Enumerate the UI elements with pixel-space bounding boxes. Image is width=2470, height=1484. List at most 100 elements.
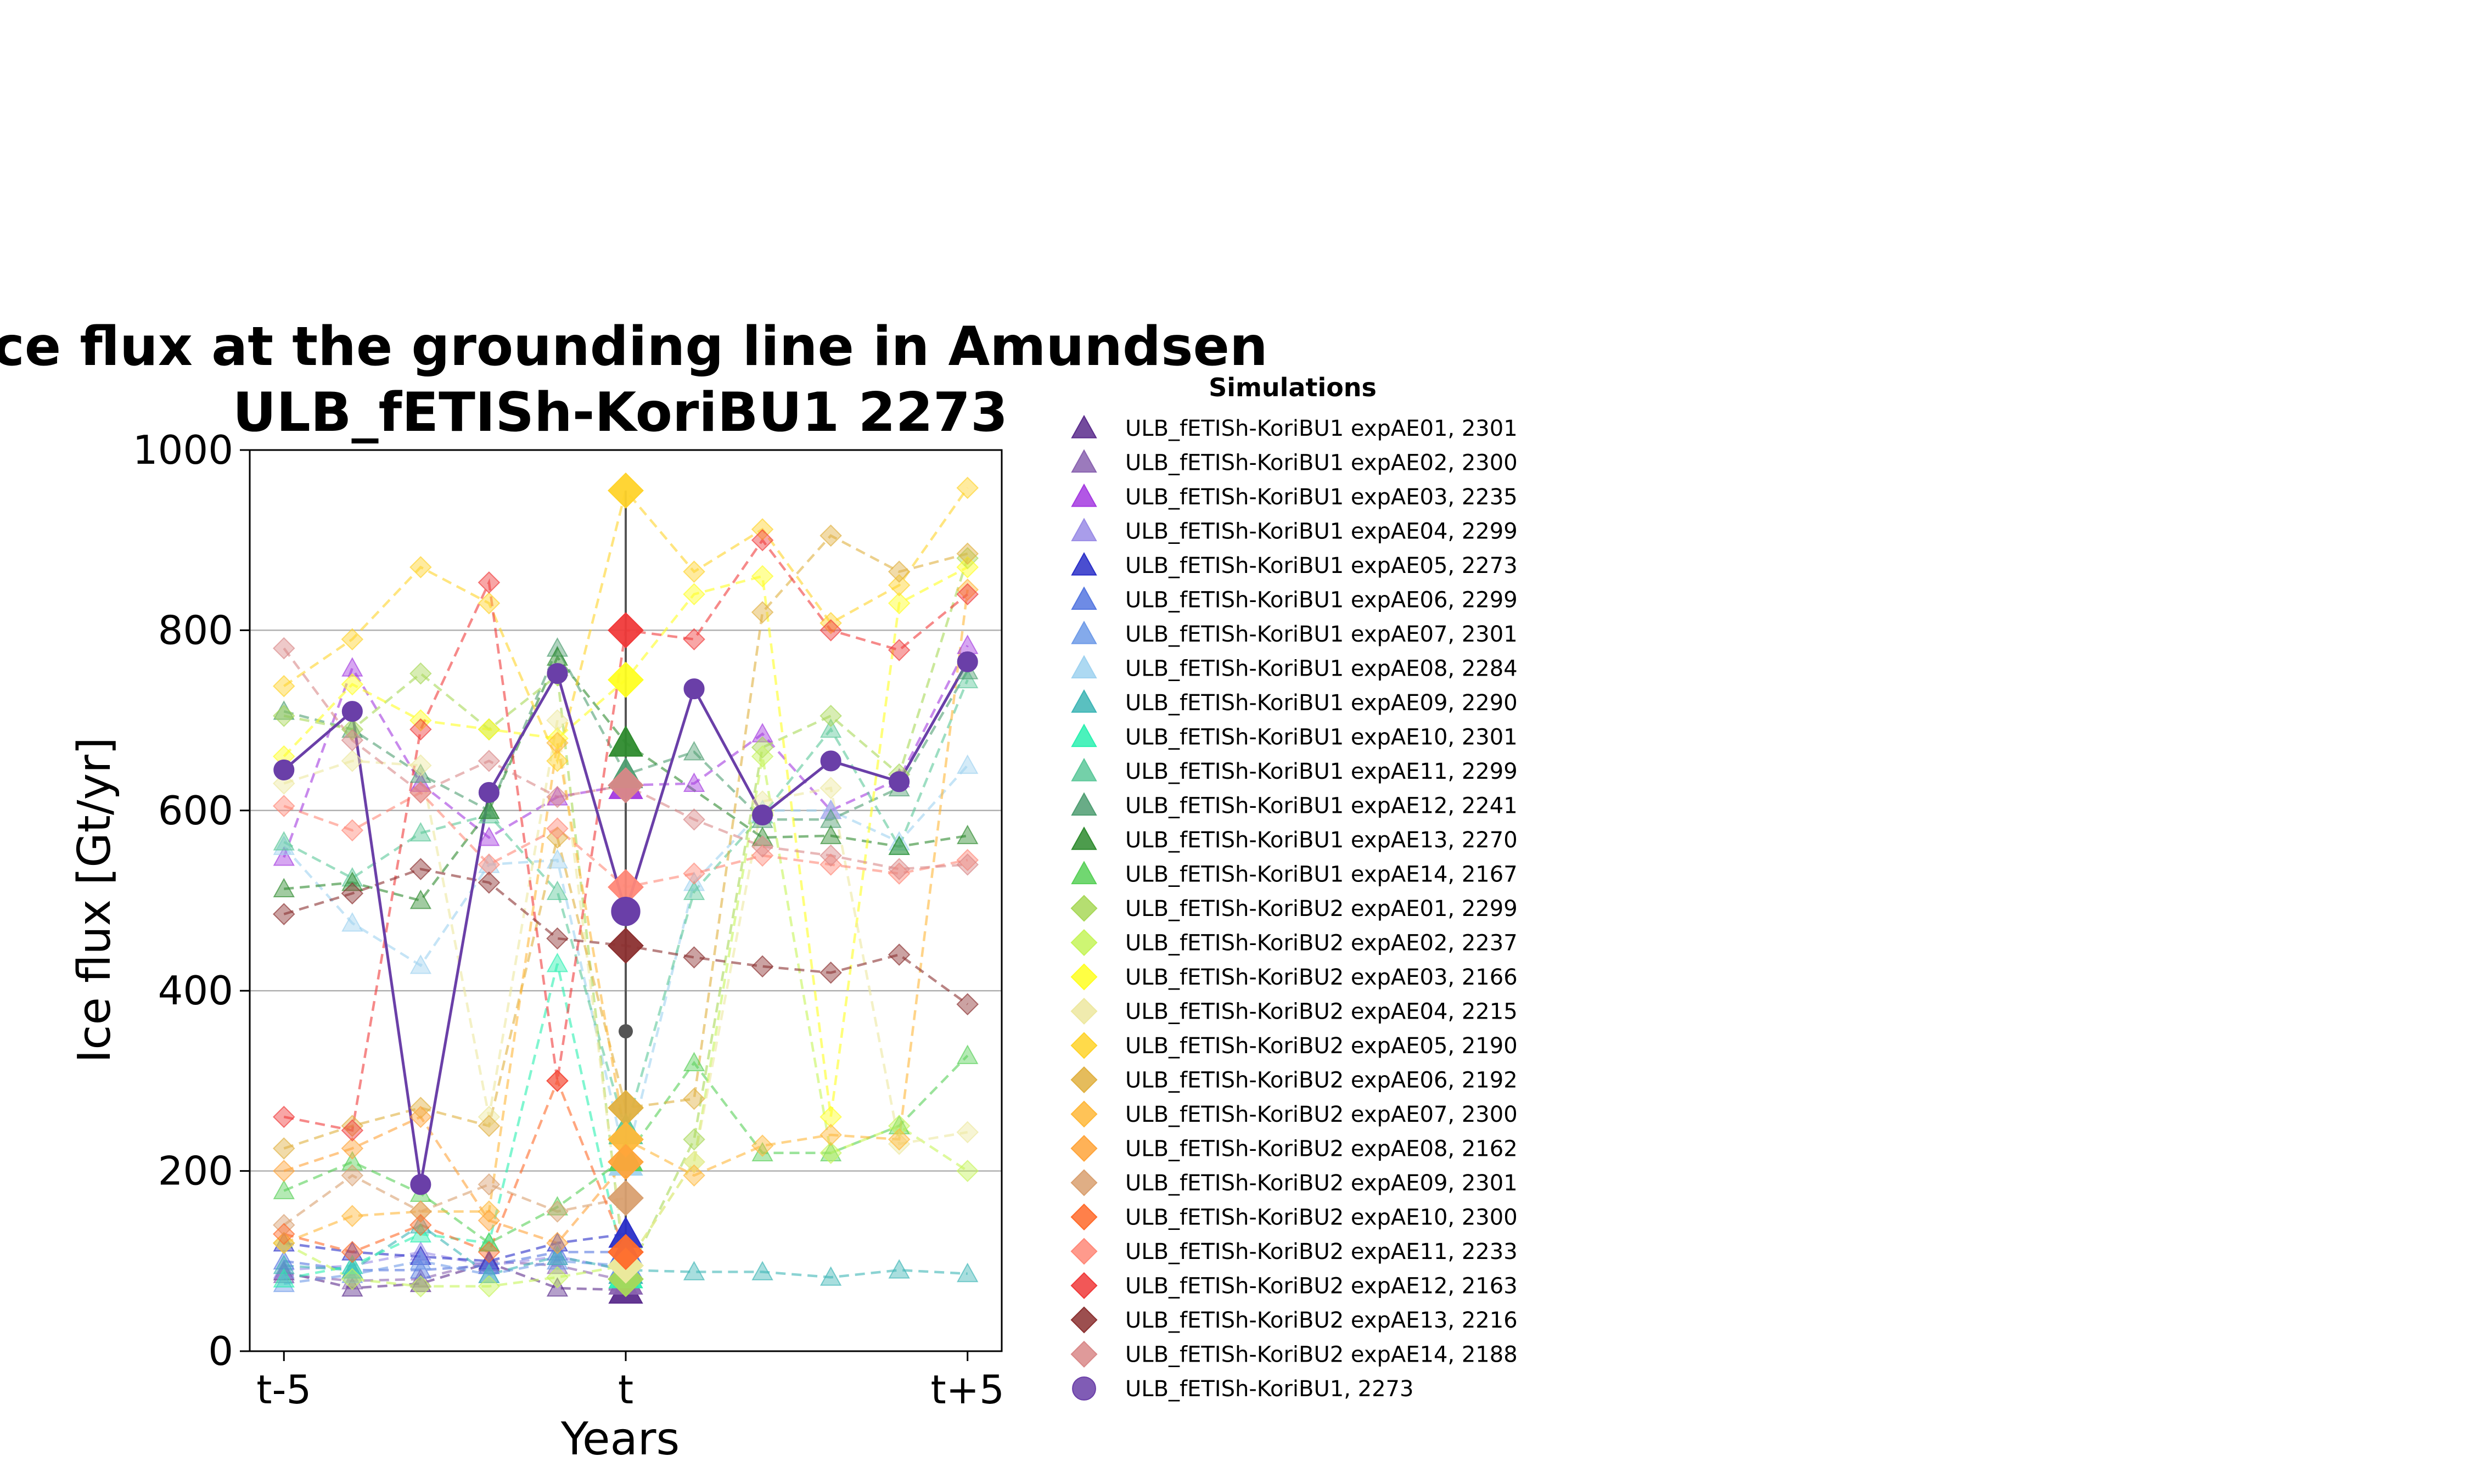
data-point-s20-x0 [608,1089,644,1126]
data-point-s25-x-4 [341,819,364,842]
legend-label-24: ULB_fETISh-KoriBU2 expAE10, 2300 [1125,1205,1518,1230]
legend-label-1: ULB_fETISh-KoriBU1 expAE01, 2301 [1125,416,1518,441]
data-point-s25-x-5 [272,795,295,817]
series-line-5 [283,1233,626,1263]
data-point-s26-x1 [683,628,705,651]
legend-label-11: ULB_fETISh-KoriBU1 expAE11, 2299 [1125,759,1518,784]
legend-marker-19 [1070,1032,1098,1059]
data-point-s14-x-4 [341,1151,363,1171]
data-point-s19-x-2 [478,592,501,615]
data-point-s28-x-3 [409,781,432,804]
data-point-s25-x-1 [546,817,569,840]
data-point-s26-x-3 [409,718,432,741]
data-point-s26-x4 [888,639,911,661]
legend-marker-13 [1071,826,1097,850]
legend-marker-11 [1071,757,1097,782]
data-point-s15-x-3 [409,662,432,685]
legend-label-27: ULB_fETISh-KoriBU2 expAE13, 2216 [1125,1308,1518,1333]
data-point-s27-x5 [956,993,979,1016]
data-point-s26-x-5 [272,1105,295,1128]
legend-marker-16 [1070,929,1098,957]
data-point-s17-x-1 [546,727,569,750]
data-point-s22-x-5 [272,1160,295,1182]
data-point-s8-x5 [957,754,979,774]
data-point-s17-x-2 [478,718,501,741]
legend-label-9: ULB_fETISh-KoriBU1 expAE09, 2290 [1125,690,1518,716]
data-point-s16-x-1 [546,1266,569,1289]
data-point-s10-x-3 [409,1223,432,1243]
series-markers [272,472,979,1304]
data-point-s9-x4 [888,1259,910,1279]
data-point-s8-x-4 [341,912,363,932]
data-point-s29-x0 [611,897,641,926]
data-point-s25-x-2 [478,853,501,876]
data-point-s14-x2 [751,1142,773,1162]
data-point-s28-x3 [819,844,842,867]
legend-label-7: ULB_fETISh-KoriBU1 expAE07, 2301 [1125,622,1518,647]
y-tick-label: 600 [158,788,233,834]
series-line-8 [283,765,969,1162]
data-point-s17-x4 [888,592,911,615]
data-point-s3-x-2 [478,827,500,846]
data-point-s18-x-3 [409,754,432,777]
data-point-s14-x3 [819,1142,842,1162]
legend-label-4: ULB_fETISh-KoriBU1 expAE04, 2299 [1125,519,1518,544]
data-point-s29-x-5 [273,759,295,780]
data-point-s29-x-4 [341,701,363,722]
data-point-s28-x5 [956,853,979,876]
data-point-s19-x5 [956,476,979,499]
data-point-s18-x-4 [341,750,364,772]
data-point-s17-x1 [683,583,705,606]
series-line-1 [283,1261,626,1291]
data-point-s13-x-2 [478,799,500,819]
data-point-s9-x5 [957,1262,979,1283]
data-point-s25-x3 [819,853,842,876]
data-point-s23-x-3 [409,1200,432,1223]
data-point-s13-x4 [888,835,910,855]
data-point-s20-x2 [751,601,774,623]
data-point-s21-x1 [683,1164,705,1187]
legend-label-17: ULB_fETISh-KoriBU2 expAE03, 2166 [1125,965,1518,990]
data-point-s29-x4 [889,771,910,792]
legend-marker-9 [1071,689,1097,713]
data-point-s12-x-4 [341,718,363,738]
data-point-s10-x-1 [546,952,569,973]
data-point-s28-x-1 [546,785,569,808]
legend-label-23: ULB_fETISh-KoriBU2 expAE09, 2301 [1125,1171,1518,1196]
legend-label-18: ULB_fETISh-KoriBU2 expAE04, 2215 [1125,999,1518,1025]
data-point-s8-x-1 [546,849,569,869]
legend-marker-27 [1070,1306,1098,1334]
data-point-s26-x-2 [478,571,501,594]
data-point-s25-x1 [683,862,705,885]
data-point-s11-x-3 [409,822,432,842]
data-point-s26-x2 [751,529,774,552]
data-point-s9-x-2 [478,1263,500,1283]
data-point-s3-x-1 [546,786,569,806]
legend-marker-21 [1070,1100,1098,1128]
data-point-s21-x-1 [546,732,569,754]
legend-marker-2 [1071,449,1097,473]
data-point-s28-x1 [683,808,705,831]
data-point-s27-x-1 [546,927,569,950]
legend-items: ULB_fETISh-KoriBU1 expAE01, 2301 ULB_fETI… [1070,414,1518,1402]
data-point-s25-x2 [751,844,774,867]
data-point-s28-x0 [608,767,644,803]
data-point-s9-x-5 [273,1254,295,1274]
data-point-s15-x-5 [272,705,295,727]
data-point-s20-x1 [683,1087,705,1110]
data-point-s19-x-4 [341,628,364,651]
data-point-s28-x-4 [341,729,364,752]
data-point-s29-x-2 [478,782,499,803]
legend-label-5: ULB_fETISh-KoriBU1 expAE05, 2273 [1125,553,1518,578]
data-point-s21-x-4 [341,1205,364,1228]
data-point-s27-x-2 [478,871,501,894]
series-line-7 [283,1260,626,1285]
legend-label-19: ULB_fETISh-KoriBU2 expAE05, 2190 [1125,1033,1518,1059]
data-point-s16-x4 [888,1115,911,1137]
chart-title-line2: ULB_fETISh-KoriBU1 2273 [233,381,1008,444]
data-point-s24-x0 [608,1234,644,1271]
series-line-13 [284,655,968,902]
data-point-s26-x0 [608,612,644,649]
data-point-s17-x0 [608,661,644,698]
data-point-s29-x1 [683,678,705,700]
